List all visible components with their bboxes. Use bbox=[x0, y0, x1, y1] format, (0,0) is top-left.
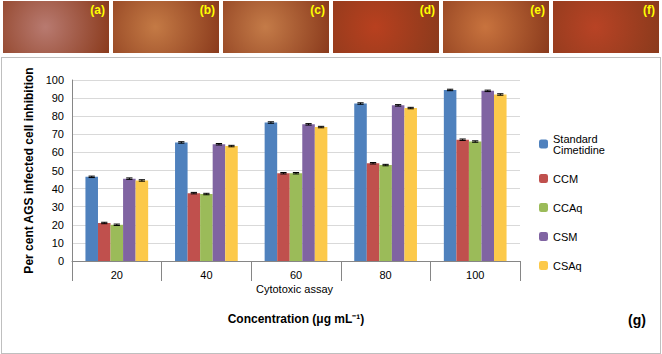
svg-text:60: 60 bbox=[290, 269, 302, 281]
html-text:(c): (c) bbox=[310, 3, 325, 17]
svg-text:100: 100 bbox=[466, 269, 484, 281]
svg-text:100: 100 bbox=[46, 74, 64, 86]
svg-text:Cimetidine: Cimetidine bbox=[553, 144, 605, 156]
svg-text:0: 0 bbox=[58, 255, 64, 267]
svg-text:Standard: Standard bbox=[553, 132, 601, 145]
svg-text:90: 90 bbox=[52, 92, 64, 104]
svg-text:Per cent AGS infected cell inh: Per cent AGS infected cell inhibition bbox=[22, 67, 36, 273]
html-text:(a): (a) bbox=[90, 3, 105, 17]
svg-text:CSAq: CSAq bbox=[553, 260, 582, 272]
svg-text:40: 40 bbox=[52, 183, 64, 195]
html-text:(b): (b) bbox=[199, 3, 215, 17]
svg-text:20: 20 bbox=[52, 219, 64, 231]
svg-text:30: 30 bbox=[52, 201, 64, 213]
svg-text:Concentration (μg mL⁻¹): Concentration (μg mL⁻¹) bbox=[228, 312, 365, 326]
svg-text:CSM: CSM bbox=[553, 231, 577, 243]
svg-text:10: 10 bbox=[52, 237, 64, 249]
svg-text:40: 40 bbox=[200, 269, 212, 281]
svg-text:Cytotoxic assay: Cytotoxic assay bbox=[256, 283, 334, 295]
html-text:(d): (d) bbox=[419, 3, 435, 17]
svg-text:60: 60 bbox=[52, 146, 64, 158]
svg-text:CCAq: CCAq bbox=[553, 202, 582, 214]
svg-text:(g): (g) bbox=[628, 312, 646, 328]
svg-text:80: 80 bbox=[379, 269, 391, 281]
svg-text:80: 80 bbox=[52, 110, 64, 122]
svg-text:70: 70 bbox=[52, 128, 64, 140]
html-text:(f): (f) bbox=[643, 3, 655, 17]
svg-text:50: 50 bbox=[52, 165, 64, 177]
svg-text:20: 20 bbox=[111, 269, 123, 281]
svg-text:CCM: CCM bbox=[553, 173, 578, 185]
html-text:(e): (e) bbox=[530, 3, 545, 17]
